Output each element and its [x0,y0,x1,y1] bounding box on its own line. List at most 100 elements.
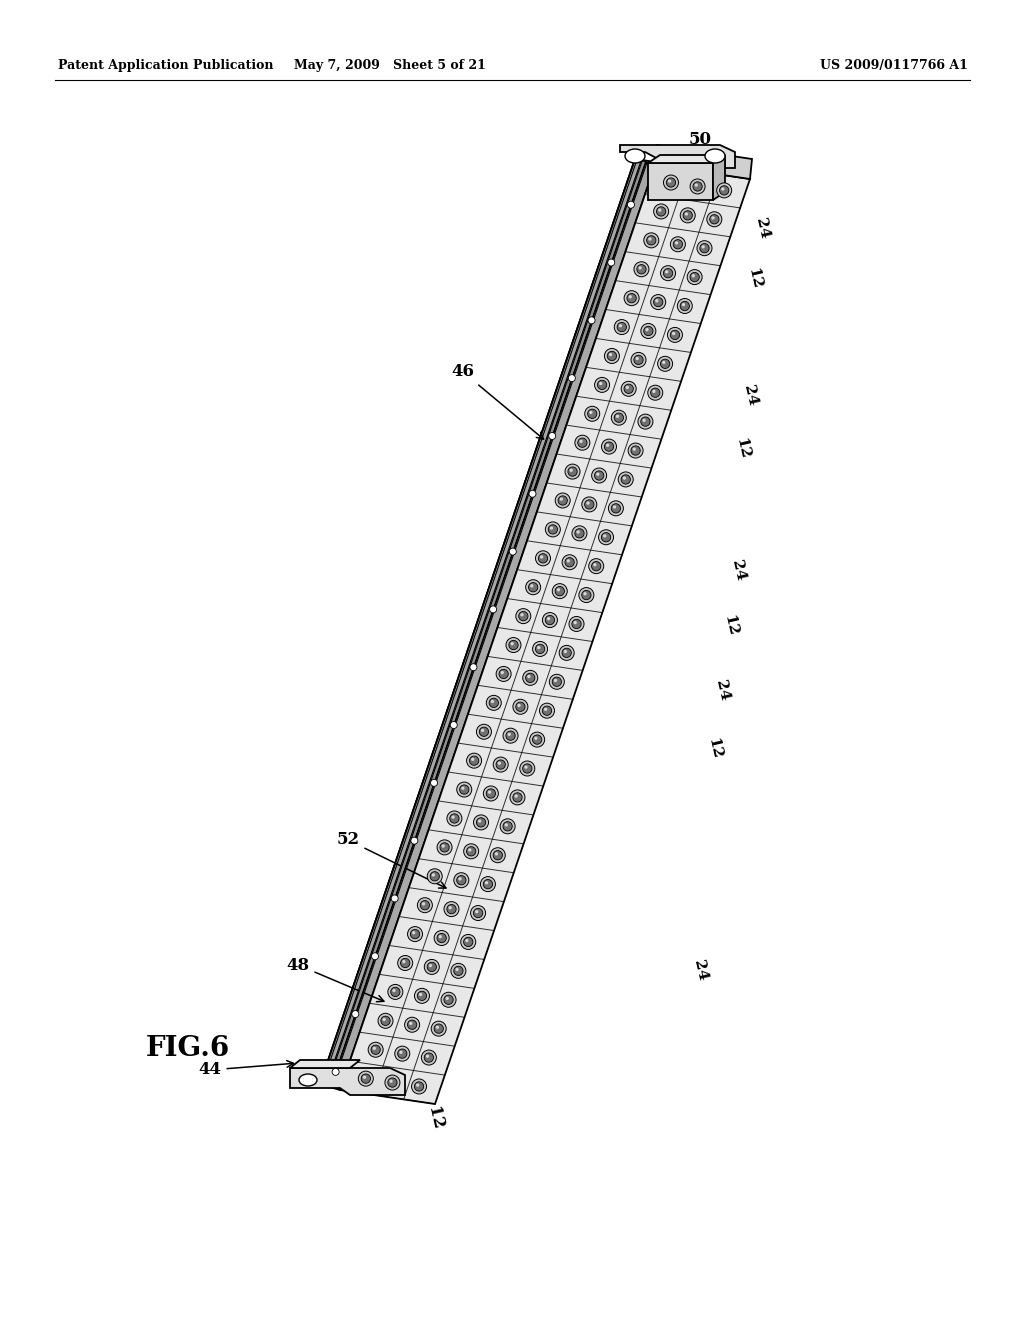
Circle shape [460,785,469,795]
Text: US 2009/0117766 A1: US 2009/0117766 A1 [820,58,968,71]
Circle shape [557,589,560,591]
Circle shape [486,789,496,799]
Circle shape [487,791,492,793]
Circle shape [529,490,536,498]
Circle shape [585,500,594,510]
Circle shape [490,847,505,863]
Circle shape [372,953,379,960]
Circle shape [536,644,545,653]
Circle shape [601,532,610,543]
Circle shape [569,616,584,631]
Circle shape [660,265,676,281]
Circle shape [663,360,666,364]
Circle shape [438,935,442,939]
Circle shape [430,871,439,880]
Circle shape [361,1074,371,1084]
Circle shape [437,933,446,942]
Circle shape [418,898,432,912]
Circle shape [461,787,465,789]
Text: 44: 44 [199,1060,294,1078]
Circle shape [596,473,599,475]
Circle shape [574,529,584,539]
Circle shape [668,180,672,183]
Circle shape [685,213,688,215]
Circle shape [416,1084,419,1086]
Circle shape [467,754,481,768]
Circle shape [552,677,561,686]
Circle shape [358,1071,374,1086]
Circle shape [470,664,477,671]
Circle shape [529,733,545,747]
Polygon shape [290,1068,406,1096]
Polygon shape [326,161,646,1086]
Circle shape [473,814,488,830]
Circle shape [579,587,594,602]
Circle shape [524,766,527,768]
Circle shape [431,1022,446,1036]
Circle shape [440,842,450,851]
Circle shape [636,356,639,360]
Circle shape [565,557,574,566]
Circle shape [604,442,613,451]
Circle shape [503,821,512,832]
Circle shape [680,301,689,310]
Circle shape [543,612,557,627]
Circle shape [461,935,476,949]
Circle shape [617,322,627,331]
Circle shape [547,616,550,620]
Circle shape [429,964,432,968]
Circle shape [452,816,455,818]
Circle shape [622,475,631,484]
Circle shape [618,325,622,327]
Circle shape [646,236,656,246]
Circle shape [503,729,518,743]
Text: 12: 12 [733,436,752,459]
Circle shape [578,438,587,447]
Circle shape [648,238,651,240]
Circle shape [475,909,478,913]
Circle shape [664,268,673,277]
Circle shape [397,956,413,970]
Circle shape [430,779,437,787]
Circle shape [608,259,614,267]
Circle shape [408,927,423,941]
Circle shape [623,477,626,479]
Circle shape [494,758,508,772]
Circle shape [511,642,514,645]
Text: 48: 48 [287,957,384,1002]
Circle shape [522,671,538,685]
Circle shape [525,673,535,682]
Circle shape [712,216,715,219]
Circle shape [614,413,624,422]
Circle shape [536,550,551,566]
Circle shape [604,348,620,363]
Circle shape [506,638,521,652]
Circle shape [506,731,515,741]
Circle shape [546,521,560,537]
Circle shape [672,331,675,335]
Circle shape [476,725,492,739]
Circle shape [395,1047,410,1061]
Circle shape [548,525,557,535]
Circle shape [400,958,410,968]
Circle shape [424,1053,433,1063]
Circle shape [540,704,554,718]
Circle shape [634,355,643,364]
Text: 12: 12 [424,1105,445,1131]
Circle shape [701,246,705,248]
Circle shape [603,535,606,537]
Circle shape [499,669,508,678]
Polygon shape [713,154,725,201]
Circle shape [424,960,439,974]
Circle shape [641,323,655,338]
Circle shape [489,606,497,612]
Circle shape [373,1047,376,1049]
Circle shape [589,558,604,574]
Circle shape [352,1011,358,1018]
Polygon shape [319,158,649,1086]
Polygon shape [655,145,752,180]
Circle shape [412,1078,427,1094]
Circle shape [411,837,418,843]
Circle shape [595,471,604,480]
Circle shape [476,818,485,828]
